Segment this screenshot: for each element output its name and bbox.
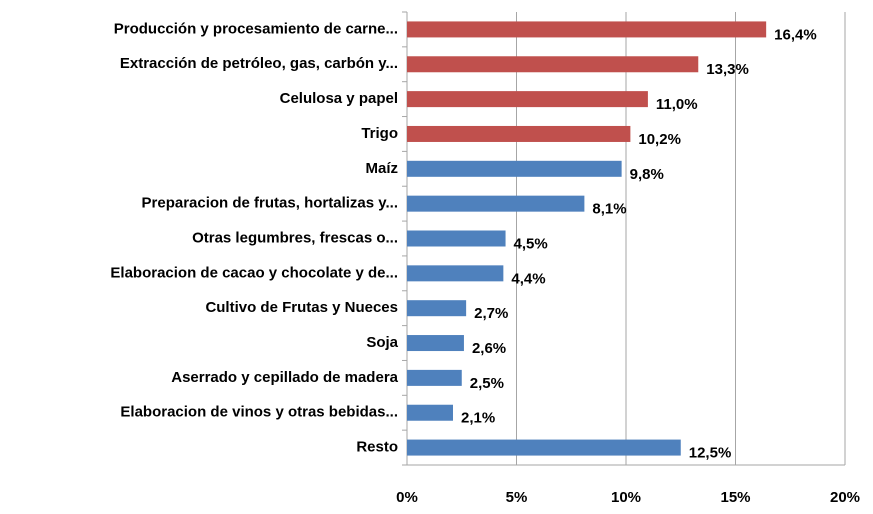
x-tick-label: 10% bbox=[611, 489, 641, 506]
bar bbox=[407, 335, 464, 352]
value-label: 9,8% bbox=[630, 166, 664, 183]
y-tick-label: Maíz bbox=[365, 160, 398, 177]
value-label: 4,4% bbox=[511, 270, 545, 287]
value-label: 12,5% bbox=[689, 445, 732, 462]
y-tick-label: Resto bbox=[356, 439, 398, 456]
x-tick-label: 5% bbox=[506, 489, 528, 506]
bar bbox=[407, 369, 462, 386]
bar bbox=[407, 404, 453, 421]
y-tick-label: Elaboracion de cacao y chocolate y de... bbox=[110, 264, 398, 281]
bar bbox=[407, 160, 622, 177]
y-tick-label: Cultivo de Frutas y Nueces bbox=[205, 299, 398, 316]
bar bbox=[407, 91, 648, 108]
value-label: 10,2% bbox=[638, 131, 681, 148]
x-tick-label: 15% bbox=[720, 489, 750, 506]
y-tick-label: Producción y procesamiento de carne... bbox=[114, 20, 398, 37]
bar bbox=[407, 439, 681, 456]
value-label: 16,4% bbox=[774, 26, 817, 43]
bar bbox=[407, 21, 767, 38]
bar bbox=[407, 300, 467, 317]
value-label: 8,1% bbox=[592, 201, 626, 218]
value-label: 4,5% bbox=[514, 235, 548, 252]
y-tick-label: Otras legumbres, frescas o... bbox=[192, 229, 398, 246]
value-label: 13,3% bbox=[706, 61, 749, 78]
x-tick-label: 20% bbox=[830, 489, 860, 506]
bar bbox=[407, 195, 585, 212]
bar bbox=[407, 56, 699, 73]
bar bbox=[407, 230, 506, 247]
x-tick-label: 0% bbox=[396, 489, 418, 506]
value-label: 2,5% bbox=[470, 375, 504, 392]
y-tick-label: Aserrado y cepillado de madera bbox=[171, 369, 398, 386]
y-tick-label: Trigo bbox=[361, 125, 398, 142]
y-tick-label: Extracción de petróleo, gas, carbón y... bbox=[120, 55, 398, 72]
value-label: 2,7% bbox=[474, 305, 508, 322]
value-label: 11,0% bbox=[656, 96, 698, 113]
y-tick-label: Soja bbox=[366, 334, 398, 351]
value-label: 2,6% bbox=[472, 340, 506, 357]
y-tick-label: Preparacion de frutas, hortalizas y... bbox=[142, 195, 398, 212]
y-tick-label: Celulosa y papel bbox=[280, 90, 398, 107]
value-label: 2,1% bbox=[461, 410, 495, 427]
bar bbox=[407, 265, 504, 282]
bar bbox=[407, 125, 631, 142]
y-tick-label: Elaboracion de vinos y otras bebidas... bbox=[120, 404, 398, 421]
